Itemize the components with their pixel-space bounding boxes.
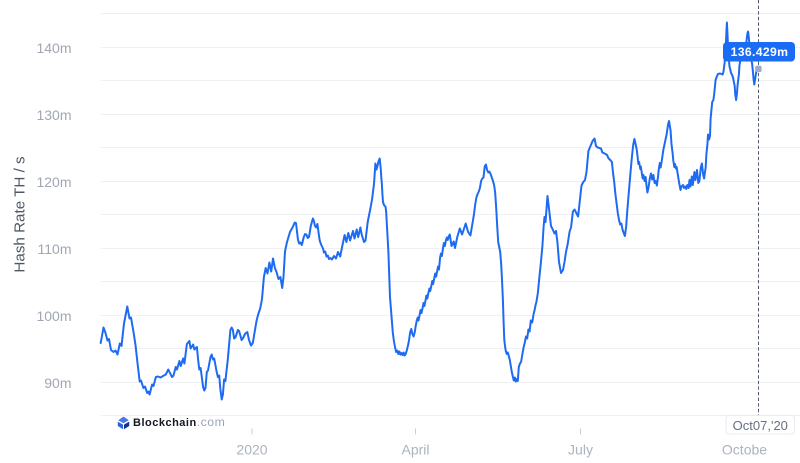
svg-text:140m: 140m	[36, 40, 71, 56]
svg-text:100m: 100m	[36, 308, 71, 324]
svg-text:110m: 110m	[38, 241, 72, 257]
svg-text:120m: 120m	[36, 174, 71, 190]
svg-text:90m: 90m	[44, 375, 71, 391]
svg-text:April: April	[401, 442, 429, 458]
svg-text:July: July	[568, 442, 593, 458]
svg-text:Octobe: Octobe	[722, 442, 767, 458]
svg-text:2020: 2020	[236, 442, 267, 458]
svg-text:Oct07,'20: Oct07,'20	[733, 418, 788, 433]
svg-text:130m: 130m	[36, 107, 71, 123]
svg-text:Hash Rate TH / s: Hash Rate TH / s	[12, 156, 29, 273]
svg-text:Blockchain.com: Blockchain.com	[133, 415, 225, 429]
svg-text:136.429m: 136.429m	[731, 45, 789, 59]
